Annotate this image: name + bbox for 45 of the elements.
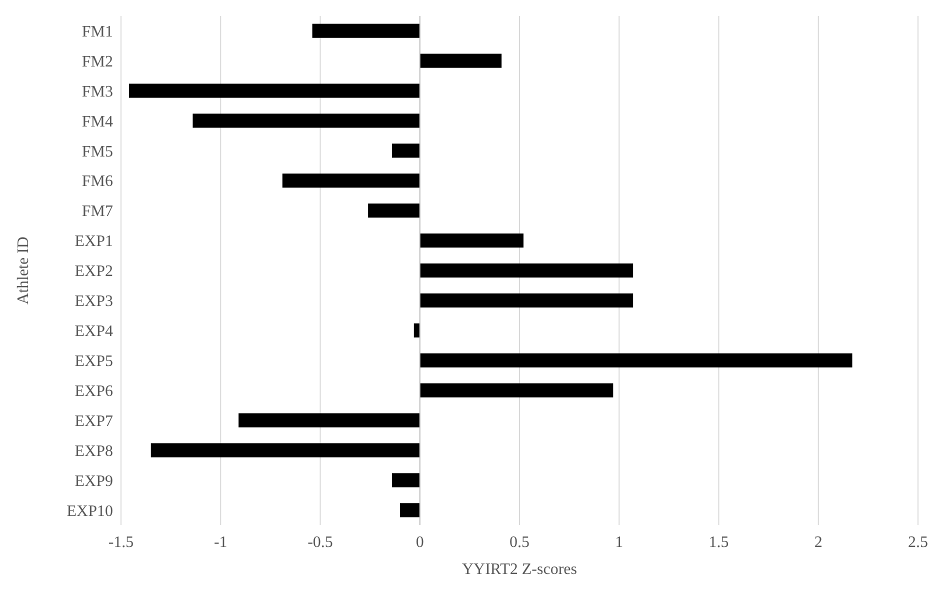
y-tick-label: FM1 [82,23,113,40]
y-axis-title: Athlete ID [15,236,32,304]
bar [312,24,420,38]
bar [420,234,524,248]
bar [392,473,420,488]
y-tick-label: FM5 [82,143,113,160]
y-tick-label: FM2 [82,53,113,70]
bar [150,443,420,458]
y-tick-label: EXP2 [74,263,113,280]
y-tick-label: FM7 [82,203,113,220]
bar [392,144,420,158]
x-axis-title: YYIRT2 Z-scores [462,561,578,578]
y-tick-label: EXP7 [74,412,113,430]
bar [192,114,420,128]
x-tick-label: -1 [214,534,228,551]
y-tick-label: FM6 [82,173,113,190]
bar [420,54,502,68]
x-tick-label: 1 [615,534,624,551]
bar [238,413,420,428]
x-tick-label: 0 [416,534,424,551]
y-tick-label: FM4 [82,113,113,130]
y-tick-label: EXP8 [74,442,113,460]
bar [420,383,614,398]
y-tick-label: EXP3 [74,293,113,310]
bar [420,353,852,368]
x-tick-label: 1.5 [708,534,729,551]
bar [282,174,420,188]
bar [128,84,420,98]
y-tick-label: EXP6 [74,382,113,400]
bar [400,503,420,518]
y-tick-label: EXP4 [74,323,113,340]
bar [420,293,634,308]
y-tick-label: EXP9 [74,472,113,490]
y-tick-label: EXP1 [74,233,113,250]
bar [420,263,634,278]
bar [414,323,420,338]
y-tick-label: EXP5 [74,352,113,370]
x-tick-label: -1.5 [108,534,134,551]
y-tick-label: FM3 [82,83,113,100]
bar [368,204,420,218]
x-tick-label: 2 [814,534,822,551]
x-tick-label: 2.5 [908,534,928,551]
y-tick-label: EXP10 [66,502,113,520]
x-tick-label: 0.5 [510,534,530,551]
x-tick-label: -0.5 [308,534,333,551]
